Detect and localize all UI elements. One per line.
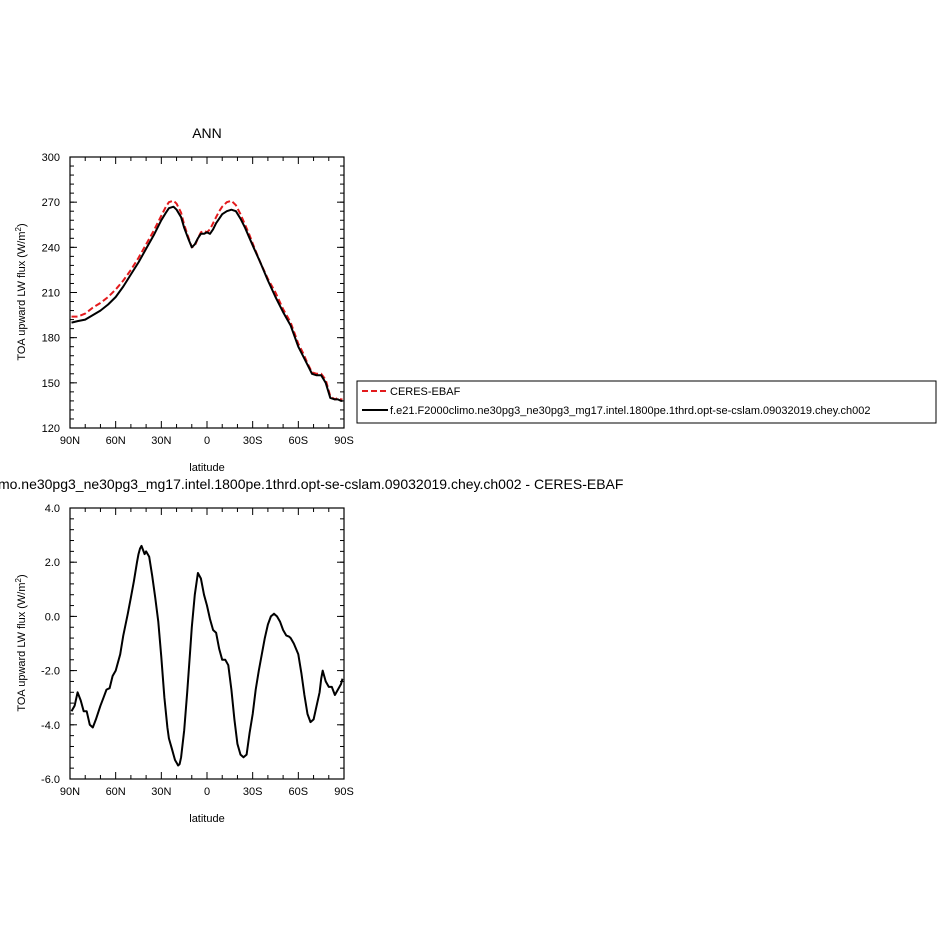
- legend-box: [356, 380, 937, 424]
- top-y-tick-label: 120: [42, 423, 60, 435]
- top-x-tick-label: 60N: [106, 435, 126, 447]
- top-x-tick-label: 30N: [151, 435, 171, 447]
- bottom-x-tick-label: 60N: [106, 786, 126, 798]
- top-x-tick-label: 30S: [243, 435, 263, 447]
- bottom-y-axis-label-sup: 2: [14, 577, 23, 582]
- top-series-line-1: [71, 205, 343, 402]
- top-x-tick-label: 0: [204, 435, 210, 447]
- bottom-x-tick-label: 90N: [60, 786, 80, 798]
- bottom-x-tick-label: 60S: [289, 786, 309, 798]
- bottom-y-tick-label: 2.0: [45, 557, 60, 569]
- bottom-y-axis-label-main: TOA upward LW flux (W/m: [16, 582, 28, 711]
- top-x-tick-label: 60S: [289, 435, 309, 447]
- bottom-plot-frame: [69, 507, 345, 780]
- top-y-tick-label: 300: [42, 152, 60, 164]
- bottom-series-line-0: [70, 544, 344, 767]
- top-x-tick-label: 90N: [60, 435, 80, 447]
- bottom-y-tick-label: 4.0: [45, 503, 60, 515]
- top-y-tick-label: 210: [42, 288, 60, 300]
- top-y-tick-label: 240: [42, 242, 60, 254]
- bottom-x-tick-label: 90S: [334, 786, 354, 798]
- top-y-tick-label: 150: [42, 378, 60, 390]
- bottom-x-axis-label: latitude: [189, 813, 224, 825]
- panel-top: ANN 90N 60N 30N 0 30S 60S 90S 120 150 180 210 240 27…: [14, 125, 354, 474]
- bottom-y-axis-label: TOA upward LW flux (W/m2): [14, 574, 28, 711]
- top-series-line-0: [71, 199, 343, 401]
- top-y-axis-label-main: TOA upward LW flux (W/m: [16, 231, 28, 360]
- bottom-plot-area: 90N 60N 30N 0 30S 60S 90S -6.0 -4.0 -2.0 0.0 2.0 4.0: [41, 503, 354, 798]
- bottom-chart-title: f.e21.F2000climo.ne30pg3_ne30pg3_mg17.in…: [0, 476, 623, 492]
- legend-label-model: f.e21.F2000climo.ne30pg3_ne30pg3_mg17.in…: [390, 405, 870, 417]
- top-x-axis-label: latitude: [189, 462, 224, 474]
- top-y-tick-label: 270: [42, 197, 60, 209]
- panel-bottom: f.e21.F2000climo.ne30pg3_ne30pg3_mg17.in…: [0, 476, 623, 825]
- top-y-axis-label-close: ): [16, 223, 28, 227]
- top-chart-title: ANN: [192, 125, 222, 141]
- bottom-x-tick-label: 30S: [243, 786, 263, 798]
- bottom-y-tick-label: 0.0: [45, 611, 60, 623]
- legend: CERES-EBAF f.e21.F2000climo.ne30pg3_ne30…: [356, 380, 937, 424]
- bottom-y-axis-label-close: ): [16, 574, 28, 578]
- bottom-x-tick-label: 0: [204, 786, 210, 798]
- top-y-tick-label: 180: [42, 333, 60, 345]
- bottom-y-tick-label: -2.0: [41, 666, 60, 678]
- bottom-y-tick-label: -4.0: [41, 720, 60, 732]
- top-x-tick-label: 90S: [334, 435, 354, 447]
- bottom-x-tick-label: 30N: [151, 786, 171, 798]
- bottom-y-tick-label: -6.0: [41, 774, 60, 786]
- top-y-axis-label: TOA upward LW flux (W/m2): [14, 223, 28, 360]
- top-plot-frame: [69, 156, 345, 429]
- top-y-axis-label-sup: 2: [14, 226, 23, 231]
- legend-label-ceres: CERES-EBAF: [390, 386, 461, 398]
